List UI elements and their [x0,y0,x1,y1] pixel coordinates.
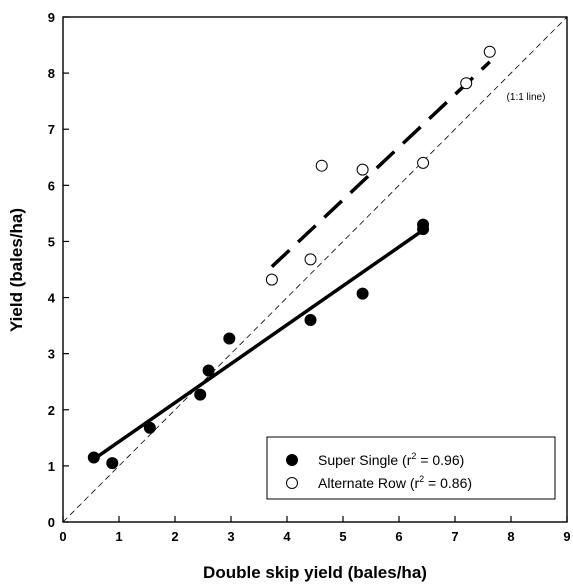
y-axis-title: Yield (bales/ha) [7,208,26,332]
y-tick-label: 7 [48,122,55,137]
legend-marker-alternate-row [286,477,298,489]
y-tick-label: 5 [48,234,55,249]
legend-super-single-tail: = 0.96) [416,452,464,468]
point-super-single [194,388,207,401]
legend-label-alternate-row: Alternate Row (r2 = 0.86) [318,474,472,491]
point-alternate-row [356,163,369,176]
x-tick-label: 0 [59,529,66,544]
points-layer [87,45,496,470]
y-tick-label: 3 [48,347,55,362]
x-tick-label: 1 [115,529,122,544]
point-super-single [143,421,156,434]
fit-line-alternate-row [270,60,491,268]
x-axis-ticks: 0 1 2 3 4 5 6 7 8 9 [59,516,571,544]
point-super-single [356,287,369,300]
legend-super-single-sup: 2 [411,451,416,461]
legend-alternate-row-tail: = 0.86) [424,475,472,491]
point-alternate-row [315,159,328,172]
x-tick-label: 9 [563,529,570,544]
point-super-single [87,451,100,464]
x-axis-title: Double skip yield (bales/ha) [203,563,427,582]
point-alternate-row [417,156,430,169]
y-tick-label: 4 [48,291,56,306]
point-super-single [304,314,317,326]
reference-layer [63,17,567,522]
y-tick-label: 1 [48,459,55,474]
point-alternate-row [304,253,317,266]
point-super-single [106,457,119,470]
x-tick-label: 5 [339,529,346,544]
x-tick-label: 6 [395,529,402,544]
legend-super-single-text: Super Single (r [318,452,412,468]
fit-layer [92,60,491,461]
legend-marker-super-single [286,454,298,466]
legend-label-super-single: Super Single (r2 = 0.96) [318,451,464,468]
legend-box [266,436,556,500]
x-tick-label: 3 [227,529,234,544]
y-tick-label: 2 [48,403,55,418]
legend: Super Single (r2 = 0.96) Alternate Row (… [266,436,556,500]
point-super-single [417,223,430,236]
point-alternate-row [460,77,473,90]
legend-alternate-row-text: Alternate Row (r [318,475,419,491]
reference-line-1-to-1 [63,17,567,522]
y-tick-label: 0 [48,515,55,530]
y-axis-ticks: 0 1 2 3 4 5 6 7 8 9 [48,10,69,530]
y-tick-label: 6 [48,178,55,193]
x-tick-label: 7 [451,529,458,544]
x-tick-label: 2 [171,529,178,544]
x-tick-label: 8 [507,529,514,544]
reference-line-label: (1:1 line) [507,92,546,103]
fit-line-super-single [92,228,425,461]
point-super-single [202,364,215,377]
point-super-single [223,332,236,345]
point-alternate-row [265,273,278,286]
point-alternate-row [483,45,496,58]
legend-alternate-row-sup: 2 [419,474,424,484]
y-tick-label: 8 [48,66,55,81]
x-tick-label: 4 [283,529,291,544]
y-tick-label: 9 [48,10,55,25]
plot-frame [62,16,568,523]
